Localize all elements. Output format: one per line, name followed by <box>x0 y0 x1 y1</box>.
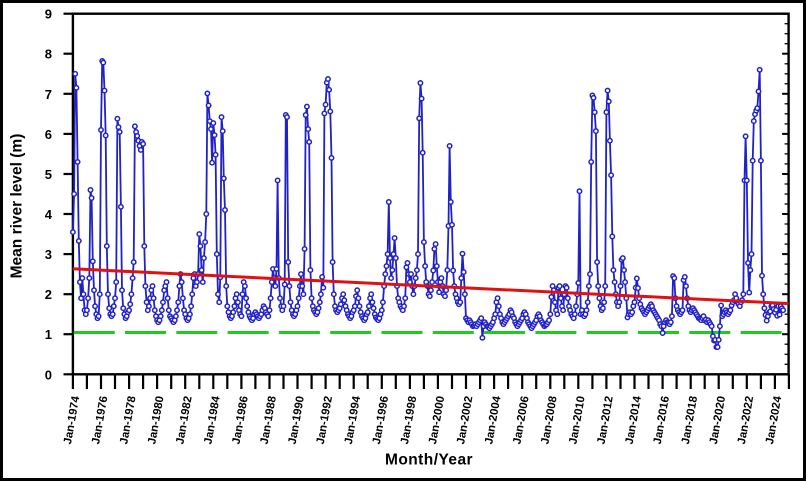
svg-text:8: 8 <box>45 47 52 62</box>
svg-text:7: 7 <box>45 87 52 102</box>
svg-text:Mean river level (m): Mean river level (m) <box>9 134 26 279</box>
svg-text:4: 4 <box>45 207 53 222</box>
svg-text:5: 5 <box>45 167 52 182</box>
svg-text:6: 6 <box>45 127 52 142</box>
svg-text:Month/Year: Month/Year <box>385 452 473 469</box>
svg-text:9: 9 <box>45 7 52 22</box>
svg-text:2: 2 <box>45 287 52 302</box>
svg-text:1: 1 <box>45 327 52 342</box>
svg-text:0: 0 <box>45 367 52 382</box>
svg-text:3: 3 <box>45 247 52 262</box>
